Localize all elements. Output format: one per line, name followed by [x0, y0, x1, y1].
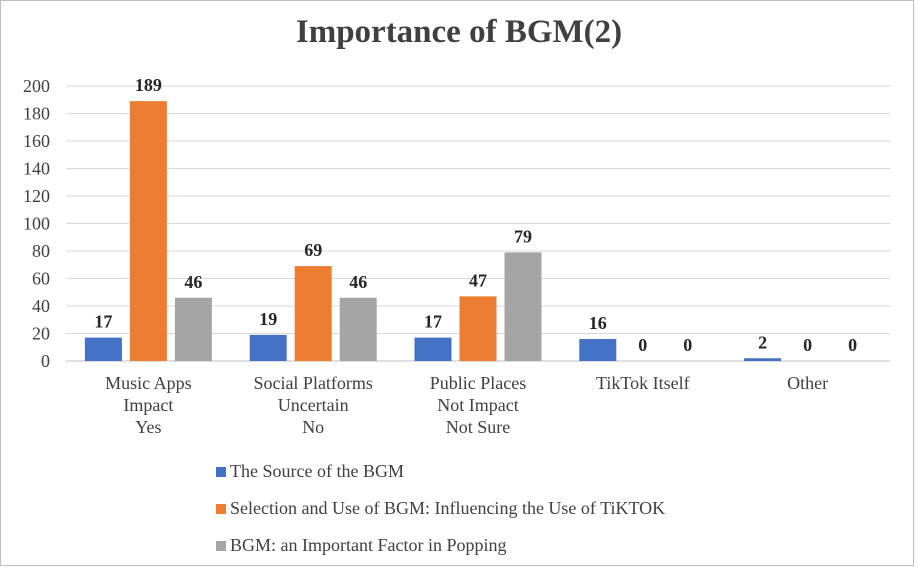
y-tick-label: 100	[23, 214, 50, 234]
data-label: 0	[638, 335, 647, 355]
y-tick-label: 200	[23, 76, 50, 96]
data-label: 0	[683, 335, 692, 355]
data-label: 2	[758, 332, 767, 352]
bar	[339, 297, 377, 361]
legend-item: Selection and Use of BGM: Influencing th…	[216, 490, 665, 527]
y-tick-label: 160	[23, 131, 50, 151]
legend-item: The Source of the BGM	[216, 453, 665, 490]
data-label: 17	[424, 312, 442, 332]
bar	[504, 252, 542, 361]
category-label: Social Platforms	[253, 373, 373, 393]
legend-swatch	[216, 466, 226, 477]
bar	[84, 337, 122, 361]
legend: The Source of the BGM Selection and Use o…	[216, 453, 665, 564]
data-label: 17	[94, 312, 112, 332]
category-label: Public Places	[430, 373, 527, 393]
data-label: 46	[184, 272, 202, 292]
category-label: Other	[787, 373, 828, 393]
category-label: Uncertain	[278, 395, 349, 415]
data-label: 0	[848, 335, 857, 355]
data-label: 189	[135, 75, 162, 95]
y-tick-label: 40	[32, 296, 50, 316]
data-label: 0	[803, 335, 812, 355]
legend-label: The Source of the BGM	[230, 461, 404, 481]
data-label: 16	[589, 313, 607, 333]
y-tick-label: 180	[23, 104, 50, 124]
legend-label: BGM: an Important Factor in Popping	[230, 535, 507, 555]
bar	[744, 358, 782, 361]
bar	[174, 297, 212, 361]
category-label: Yes	[135, 417, 161, 437]
legend-label: Selection and Use of BGM: Influencing th…	[230, 498, 666, 518]
bar	[294, 266, 332, 361]
bar	[129, 101, 167, 361]
data-label: 47	[469, 270, 487, 290]
legend-item: BGM: an Important Factor in Popping	[216, 527, 665, 564]
y-tick-label: 120	[23, 186, 50, 206]
y-tick-label: 140	[23, 159, 50, 179]
legend-swatch	[216, 540, 226, 551]
category-label: TikTok Itself	[596, 373, 690, 393]
category-label: Impact	[123, 395, 173, 415]
legend-swatch	[216, 503, 226, 514]
y-tick-label: 0	[41, 351, 50, 371]
category-label: Not Impact	[437, 395, 518, 415]
category-label: Not Sure	[446, 417, 511, 437]
data-label: 69	[304, 240, 322, 260]
category-label: Music Apps	[105, 373, 192, 393]
data-label: 79	[514, 226, 532, 246]
bar-chart: 0204060801001201401601802001718946Music …	[23, 75, 890, 437]
category-label: No	[302, 417, 324, 437]
bar	[249, 334, 287, 361]
chart-title: Importance of BGM(2)	[295, 14, 623, 50]
bar	[459, 296, 497, 361]
data-label: 46	[349, 272, 367, 292]
data-label: 19	[259, 309, 277, 329]
y-tick-label: 20	[32, 324, 50, 344]
y-tick-label: 60	[32, 269, 50, 289]
bar	[414, 337, 452, 361]
y-tick-label: 80	[32, 241, 50, 261]
bar	[579, 339, 617, 361]
